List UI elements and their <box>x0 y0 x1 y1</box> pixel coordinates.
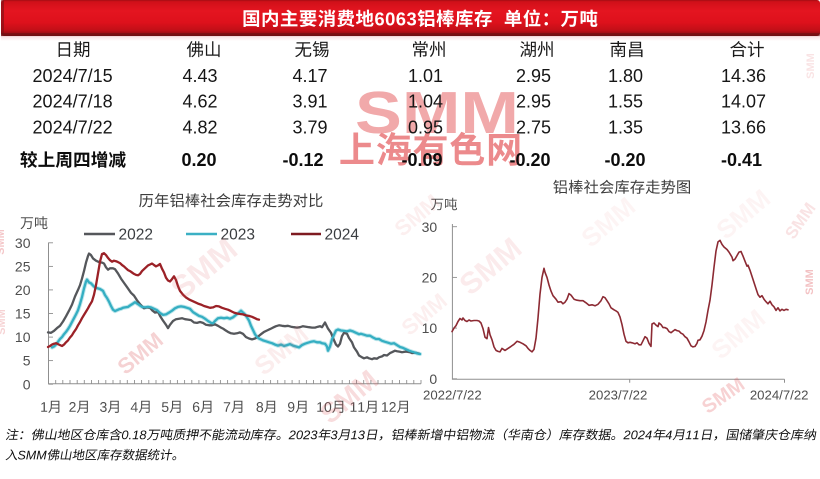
svg-text:2.75: 2.75 <box>516 118 551 138</box>
svg-text:30: 30 <box>15 235 31 251</box>
svg-text:2022/7/22: 2022/7/22 <box>423 387 482 402</box>
svg-text:1.01: 1.01 <box>408 66 443 86</box>
svg-text:0: 0 <box>23 376 31 392</box>
svg-text:2024/7/22: 2024/7/22 <box>750 387 809 402</box>
svg-text:13.66: 13.66 <box>721 118 766 138</box>
svg-text:0.20: 0.20 <box>181 150 216 170</box>
svg-text:-0.41: -0.41 <box>721 150 762 170</box>
svg-text:1.35: 1.35 <box>608 118 643 138</box>
svg-text:1.80: 1.80 <box>608 66 643 86</box>
svg-text:1.04: 1.04 <box>408 92 443 112</box>
svg-text:SMM: SMM <box>0 229 7 255</box>
svg-text:15: 15 <box>15 306 31 322</box>
svg-text:2.95: 2.95 <box>516 92 551 112</box>
svg-text:14.07: 14.07 <box>721 92 766 112</box>
svg-text:2022: 2022 <box>119 226 153 243</box>
svg-text:20: 20 <box>422 270 438 286</box>
svg-text:25: 25 <box>15 259 31 275</box>
svg-text:2024: 2024 <box>325 226 360 243</box>
svg-text:4.82: 4.82 <box>182 118 217 138</box>
svg-text:2023: 2023 <box>221 226 255 243</box>
svg-text:5: 5 <box>23 353 31 369</box>
svg-text:20: 20 <box>15 282 31 298</box>
svg-text:SMM: SMM <box>805 53 817 79</box>
svg-text:2024/7/15: 2024/7/15 <box>33 66 113 86</box>
svg-text:0: 0 <box>429 371 437 387</box>
svg-text:2024/7/22: 2024/7/22 <box>33 118 113 138</box>
svg-text:14.36: 14.36 <box>721 66 766 86</box>
svg-text:30: 30 <box>422 219 438 235</box>
svg-text:4.43: 4.43 <box>182 66 217 86</box>
svg-text:2.95: 2.95 <box>516 66 551 86</box>
svg-text:0.95: 0.95 <box>408 118 443 138</box>
svg-text:2024/7/18: 2024/7/18 <box>33 92 113 112</box>
svg-text:-0.20: -0.20 <box>604 150 645 170</box>
svg-text:10: 10 <box>422 320 438 336</box>
svg-text:-0.20: -0.20 <box>509 150 550 170</box>
svg-text:3.91: 3.91 <box>292 92 327 112</box>
svg-text:4.17: 4.17 <box>292 66 327 86</box>
svg-text:2023/7/22: 2023/7/22 <box>589 387 648 402</box>
svg-text:-0.12: -0.12 <box>282 150 323 170</box>
svg-text:-0.09: -0.09 <box>401 150 442 170</box>
svg-text:3.79: 3.79 <box>292 118 327 138</box>
svg-text:SMM: SMM <box>804 269 816 295</box>
svg-text:1.55: 1.55 <box>608 92 643 112</box>
svg-text:10: 10 <box>15 329 31 345</box>
svg-text:SMM: SMM <box>0 309 8 335</box>
svg-text:4.62: 4.62 <box>182 92 217 112</box>
